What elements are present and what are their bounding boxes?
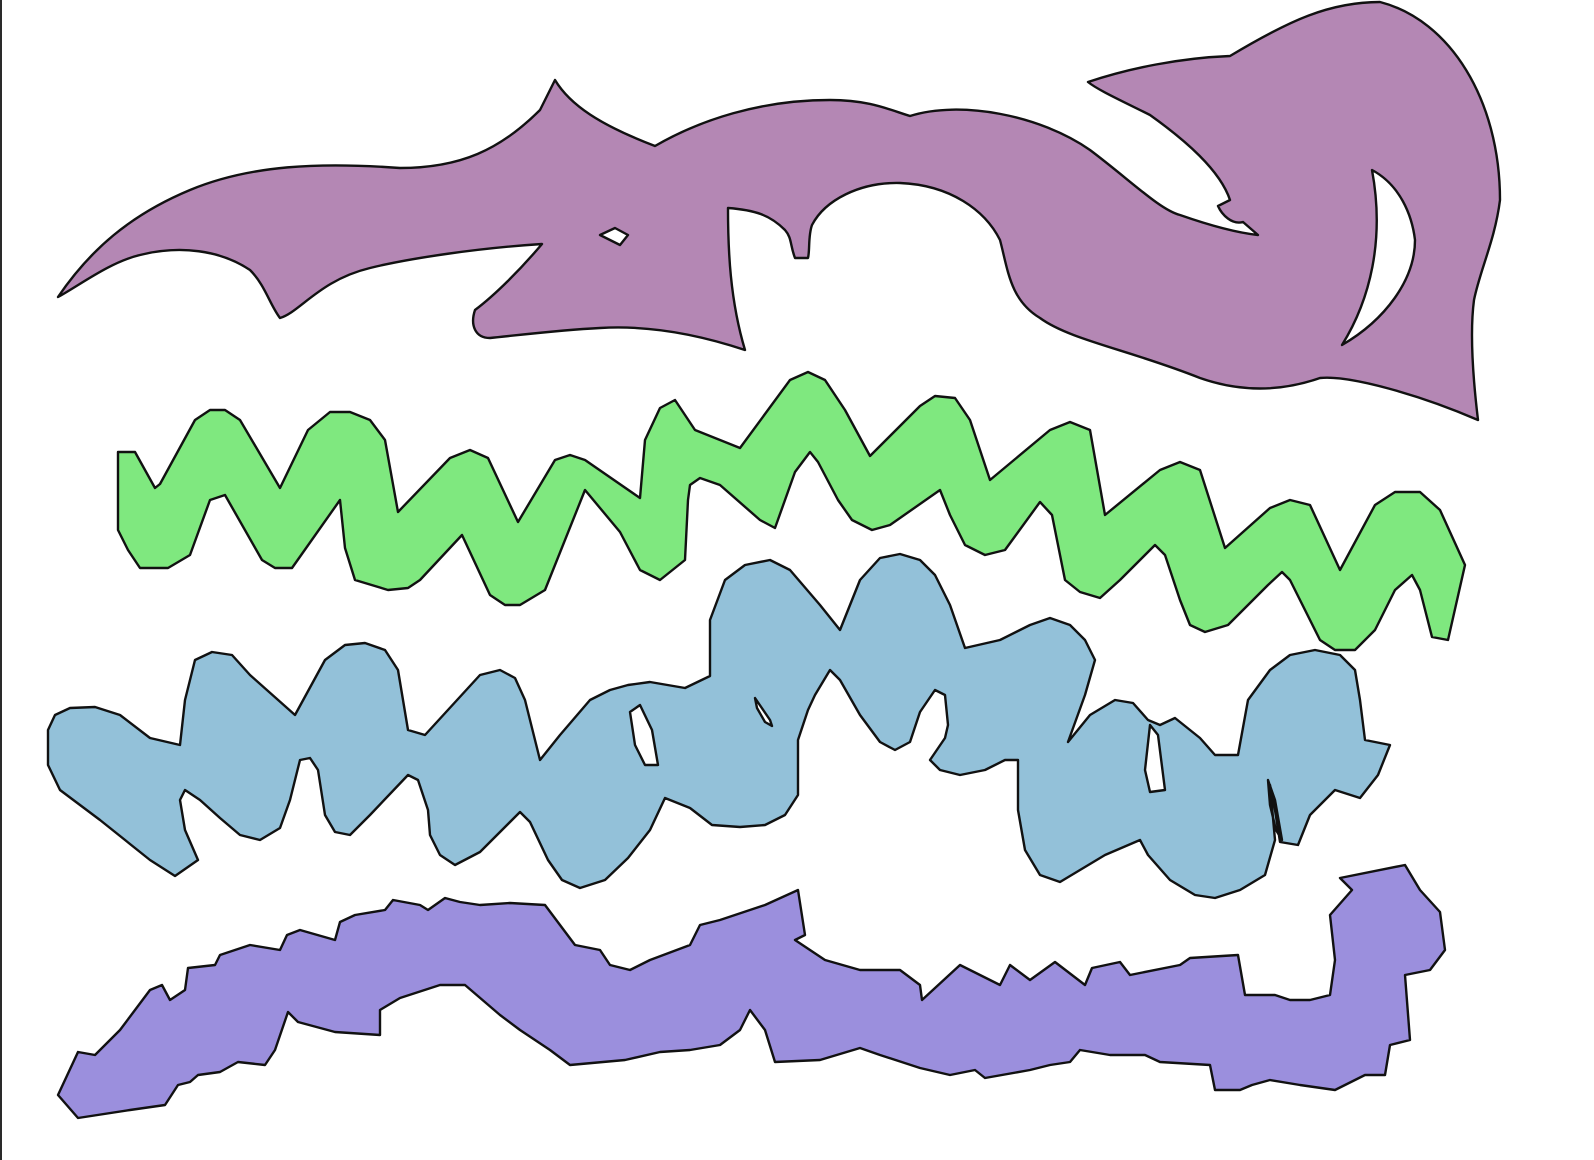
lavender-jagged-band-bottom <box>56 863 1447 1120</box>
purple-mauve-blob-top <box>56 0 1502 422</box>
light-blue-wavy-band <box>46 552 1392 900</box>
green-zigzag-band <box>116 370 1467 652</box>
